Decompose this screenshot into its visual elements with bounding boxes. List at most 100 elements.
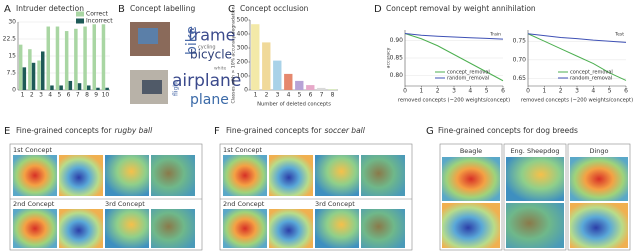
bar — [273, 60, 282, 90]
panel-label: B — [118, 4, 125, 15]
y-tick-label: 7.5 — [6, 70, 16, 77]
word: bike — [184, 26, 200, 55]
word: airplane — [172, 71, 241, 91]
heatmap-image — [223, 155, 267, 196]
bar — [317, 87, 326, 90]
y-tick-label: 0 — [244, 87, 248, 94]
heatmap-image — [315, 155, 359, 196]
bar — [83, 26, 87, 90]
x-tick-label: 6 — [309, 92, 313, 99]
x-tick-label: 7 — [320, 92, 324, 99]
panel-label: G — [426, 126, 434, 137]
heatmap-image — [151, 209, 195, 248]
bar — [59, 85, 63, 90]
x-tick-label: 9 — [94, 92, 98, 99]
x-tick-label: 3 — [276, 92, 280, 99]
heatmap-image — [269, 209, 313, 248]
bar — [96, 87, 100, 90]
bar — [105, 87, 109, 90]
panel-frame — [503, 143, 567, 251]
breed-label: Dingo — [589, 147, 608, 155]
legend-label: Incorrect — [86, 18, 113, 25]
x-tick-label: 2 — [30, 92, 34, 99]
x-tick-label: 2 — [265, 92, 269, 99]
y-tick-label: 300 — [237, 45, 249, 52]
concept-label: 2nd Concept — [223, 200, 265, 208]
legend-swatch — [76, 11, 84, 17]
x-tick-label: 6 — [501, 88, 505, 95]
heatmap-image — [105, 209, 149, 248]
panel-label: E — [4, 126, 10, 137]
bar — [306, 85, 315, 90]
x-tick-label: 6 — [67, 92, 71, 99]
heatmap-image — [361, 209, 405, 248]
breed-label: Eng. Sheepdog — [510, 147, 559, 155]
x-tick-label: 3 — [575, 88, 579, 95]
word: bicycle — [190, 48, 232, 62]
x-tick-label: 1 — [542, 88, 546, 95]
legend-swatch — [76, 18, 84, 24]
x-tick-label: 4 — [287, 92, 291, 99]
x-tick-label: 10 — [102, 92, 110, 99]
bar — [31, 62, 36, 90]
panel-frame — [439, 143, 503, 251]
heatmap-image — [361, 155, 405, 196]
x-tick-label: 5 — [608, 88, 612, 95]
bar — [50, 85, 54, 90]
heatmap-image — [506, 203, 564, 248]
word: cycling — [198, 45, 216, 51]
x-tick-label: 8 — [331, 92, 335, 99]
concept-label: 3rd Concept — [315, 200, 355, 208]
y-tick-label: 30 — [8, 19, 16, 26]
panel-title: Fine-grained concepts for dog breeds — [438, 126, 578, 135]
x-tick-label: 1 — [254, 92, 258, 99]
bar — [77, 83, 82, 90]
y-axis-title: accuracy — [386, 47, 392, 68]
chart-title: Concept removal by weight annihilation — [386, 4, 536, 13]
bar — [41, 51, 45, 90]
bar — [87, 85, 91, 90]
y-tick-label: 100 — [237, 73, 249, 80]
bar — [64, 31, 69, 90]
chart-subtitle: Train — [489, 32, 501, 38]
concept-label: 1st Concept — [13, 146, 52, 154]
y-tick-label: 15 — [8, 53, 16, 60]
x-axis-title: removed concepts (~200 weights/concept) — [521, 98, 633, 104]
bar — [284, 73, 293, 90]
bar — [68, 80, 73, 90]
heatmap-image — [269, 155, 313, 196]
y-tick-label: 0.85 — [390, 55, 404, 62]
heatmap-image — [13, 209, 57, 248]
y-tick-label: 22.5 — [3, 36, 17, 43]
panel-title-object: rugby ball — [114, 126, 153, 135]
line — [404, 33, 504, 82]
x-tick-label: 6 — [624, 88, 628, 95]
x-tick-label: 2 — [436, 88, 440, 95]
bar — [262, 42, 271, 90]
x-tick-label: 5 — [485, 88, 489, 95]
x-tick-label: 5 — [57, 92, 61, 99]
y-tick-label: 0 — [12, 87, 16, 94]
bar — [92, 24, 97, 91]
panel-title-object: soccer ball — [324, 126, 365, 135]
x-tick-label: 0 — [403, 88, 407, 95]
y-tick-label: 200 — [237, 59, 249, 66]
panel-title: Concept labelling — [130, 4, 195, 13]
heatmap-image — [570, 157, 628, 201]
heatmap-image — [59, 155, 103, 196]
y-tick-label: 0.80 — [390, 72, 404, 79]
word: frame — [188, 26, 235, 45]
y-tick-label: 500 — [237, 17, 249, 24]
panel-label: D — [374, 4, 382, 15]
x-tick-label: 1 — [21, 92, 25, 99]
word: white — [214, 66, 227, 72]
x-tick-label: 5 — [298, 92, 302, 99]
word: plane — [190, 92, 229, 108]
bar — [101, 24, 106, 91]
x-tick-label: 4 — [468, 88, 472, 95]
panel-frame — [9, 143, 203, 251]
y-tick-label: 0.70 — [513, 56, 527, 63]
x-axis-title: removed concepts (~200 weights/concept) — [398, 98, 510, 104]
heatmap-image — [13, 155, 57, 196]
panel-label: F — [214, 126, 220, 137]
